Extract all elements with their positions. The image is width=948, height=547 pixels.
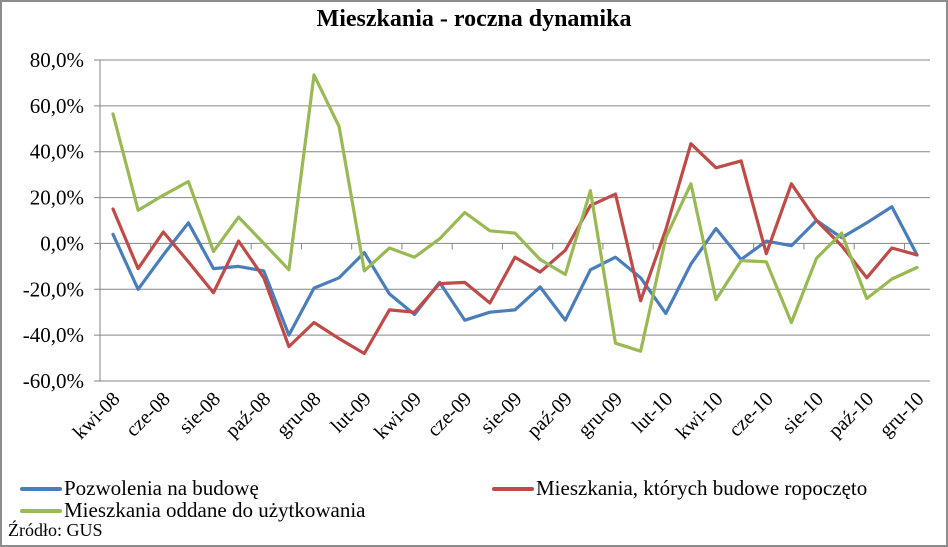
series-line (111, 205, 919, 337)
x-tick-label: lut-09 (326, 388, 375, 437)
legend-label: Mieszkania, których budowe ropoczęto (536, 476, 868, 500)
y-tick-label: 60,0% (30, 94, 84, 118)
x-tick-label: sie-09 (476, 388, 526, 438)
x-tick-label: cze-08 (122, 388, 175, 441)
x-tick-label: paź-09 (523, 388, 577, 442)
x-tick-label: gru-08 (272, 388, 325, 441)
gridlines (94, 59, 930, 382)
series-lines (111, 73, 919, 356)
legend-item-rozpoczete: Mieszkania, których budowe ropoczęto (492, 476, 867, 501)
x-tick-label: sie-10 (778, 388, 828, 438)
legend-swatch-green (20, 508, 62, 513)
y-tick-label: -20,0% (23, 277, 84, 301)
x-tick-label: kwi-08 (69, 388, 125, 444)
series-line (111, 73, 919, 353)
x-tick-label: gru-09 (574, 388, 627, 441)
y-tick-label: 20,0% (30, 186, 84, 210)
y-tick-label: -40,0% (23, 323, 84, 347)
x-tick-label: paź-10 (824, 388, 878, 442)
legend-item-oddane: Mieszkania oddane do użytkowania (20, 498, 366, 523)
series-line (111, 142, 919, 356)
x-tick-label: kwi-10 (672, 388, 728, 444)
x-tick-label: cze-10 (725, 388, 778, 441)
source-note: Źródło: GUS (8, 520, 103, 540)
x-tick-label: gru-10 (875, 388, 928, 441)
x-tick-label: cze-09 (423, 388, 476, 441)
y-tick-label: 40,0% (30, 140, 84, 164)
legend-label: Pozwolenia na budowę (64, 476, 259, 500)
legend-label: Mieszkania oddane do użytkowania (64, 498, 366, 522)
y-axis: 80,0% 60,0% 40,0% 20,0% 0,0% -20,0% -40,0% -60,… (23, 48, 101, 393)
x-tick-label: sie-08 (175, 388, 225, 438)
x-tick-label: kwi-09 (370, 388, 426, 444)
legend-item-pozwolenia: Pozwolenia na budowę (20, 476, 259, 501)
chart-title: Mieszkania - roczna dynamika (316, 6, 632, 32)
x-tick-label: paź-08 (221, 388, 275, 442)
legend-swatch-blue (20, 486, 62, 491)
legend-swatch-red (492, 486, 534, 491)
line-chart-plot: 80,0% 60,0% 40,0% 20,0% 0,0% -20,0% -40,0% -60,… (23, 48, 930, 444)
y-tick-label: -60,0% (23, 369, 84, 393)
y-tick-label: 80,0% (30, 48, 84, 72)
y-tick-label: 0,0% (40, 231, 84, 255)
x-tick-label: lut-10 (628, 388, 677, 437)
